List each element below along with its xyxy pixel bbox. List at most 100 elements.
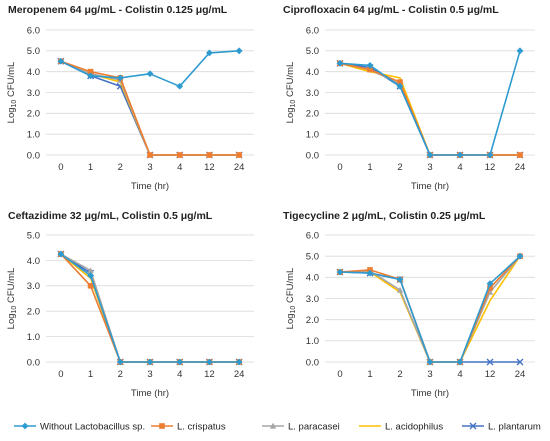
x-tick-label: 12 [204,369,215,380]
x-axis-label: Time (hr) [131,388,169,399]
x-axis-label: Time (hr) [411,388,449,399]
data-point [456,151,464,159]
y-tick-label: 1.0 [306,130,319,141]
x-tick-label: 0 [58,162,63,173]
y-axis-label: Log10 CFU/mL [285,268,297,330]
y-tick-label: 3.0 [27,88,40,99]
y-tick-label: 6.0 [27,25,40,36]
y-tick-label: 5.0 [306,252,319,263]
legend-marker [21,422,29,430]
data-point [116,74,124,82]
y-tick-label: 2.0 [27,307,40,318]
data-point [87,267,94,274]
chart-panel-3: Ceftazidime 32 μg/mL, Colistin 0.5 μg/mL… [6,210,254,399]
x-tick-label: 2 [397,162,402,173]
y-tick-label: 4.0 [306,67,319,78]
legend-label: L. acidophilus [385,422,443,433]
x-tick-label: 1 [88,369,93,380]
y-tick-label: 3.0 [27,281,40,292]
data-point [236,152,242,158]
legend-item: L. paracasei [262,422,340,433]
x-tick-label: 2 [118,162,123,173]
data-point [396,276,404,283]
x-tick-label: 24 [515,162,526,173]
data-point [176,358,184,366]
legend-marker [269,422,277,429]
data-point [176,82,184,90]
chart-title: Tigecycline 2 μg/mL, Colistin 0.25 μg/mL [283,210,486,222]
data-point [206,358,213,366]
legend-label: Without Lactobacillus sp. [40,422,145,433]
data-point [487,285,493,291]
data-point [87,272,94,280]
data-point [57,57,65,65]
x-tick-label: 0 [337,369,342,380]
data-point [176,152,183,158]
y-tick-label: 2.0 [306,109,319,120]
y-tick-label: 4.0 [306,273,319,284]
series-3 [57,250,243,365]
data-point [336,268,344,276]
chart-title: Ceftazidime 32 μg/mL, Colistin 0.5 μg/mL [8,210,213,222]
data-point [116,358,124,366]
series-1 [336,47,524,159]
data-point [206,152,213,158]
data-point [486,358,494,366]
data-point [235,358,243,366]
series-2 [337,60,523,158]
x-tick-label: 1 [88,162,93,173]
data-point [87,72,94,80]
chart-title: Meropenem 64 μg/mL - Colistin 0.125 μg/m… [8,4,228,16]
x-axis-label: Time (hr) [411,181,449,192]
data-point [366,62,374,69]
data-point [396,82,404,90]
x-tick-label: 3 [147,369,152,380]
chart-panel-4: Tigecycline 2 μg/mL, Colistin 0.25 μg/mL… [283,210,535,399]
data-point [516,358,524,366]
y-tick-label: 4.0 [27,67,40,78]
x-tick-label: 1 [367,369,372,380]
data-point [426,358,434,366]
y-tick-label: 5.0 [27,46,40,57]
data-point [486,151,494,159]
y-axis-label: Log10 CFU/mL [6,62,18,124]
y-tick-label: 0.0 [27,357,40,368]
series-line [60,50,240,88]
data-point [235,47,243,55]
series-1 [336,252,524,366]
data-point [206,49,213,57]
legend: Without Lactobacillus sp. L. crispatus L. … [14,422,541,433]
legend-marker [469,422,477,430]
series-line [340,255,521,363]
data-point [516,252,524,260]
series-5 [336,59,524,159]
data-point [516,47,524,55]
x-tick-label: 2 [397,369,402,380]
data-point [87,68,94,75]
y-tick-label: 0.0 [306,150,319,161]
legend-item: L. acidophilus [359,422,443,433]
x-tick-label: 3 [427,162,432,173]
series-1 [57,47,243,90]
x-tick-label: 0 [337,162,342,173]
x-axis-label: Time (hr) [131,181,169,192]
legend-item: L. crispatus [151,422,226,433]
x-tick-label: 0 [58,369,63,380]
x-tick-label: 4 [177,162,182,173]
y-tick-label: 1.0 [27,332,40,343]
x-tick-label: 1 [367,162,372,173]
x-tick-label: 3 [427,369,432,380]
data-point [87,283,94,289]
x-tick-label: 4 [457,162,462,173]
series-line [339,62,520,156]
y-tick-label: 2.0 [306,315,319,326]
x-tick-label: 12 [485,162,496,173]
x-tick-label: 24 [234,369,245,380]
data-point [336,59,344,67]
y-tick-label: 1.0 [306,336,319,347]
data-point [397,79,403,85]
y-tick-label: 1.0 [27,130,40,141]
y-tick-label: 3.0 [306,88,319,99]
